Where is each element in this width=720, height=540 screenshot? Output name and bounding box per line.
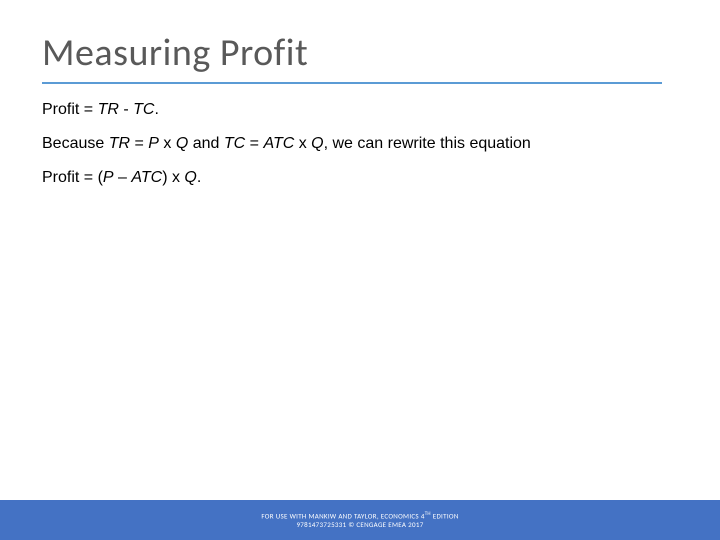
text: Because xyxy=(42,135,109,152)
var-atc: ATC xyxy=(263,135,294,152)
text: , we can rewrite this equation xyxy=(324,135,531,152)
text: Profit = xyxy=(42,101,98,118)
text: x xyxy=(294,135,311,152)
slide-container: Measuring Profit Profit = TR - TC. Becau… xyxy=(0,0,720,540)
var-atc: ATC xyxy=(131,169,162,186)
footer-line-1: FOR USE WITH MANKIW AND TAYLOR, ECONOMIC… xyxy=(261,511,458,520)
text: - xyxy=(119,101,133,118)
text: and xyxy=(188,135,224,152)
slide-title: Measuring Profit xyxy=(42,30,308,76)
text: = xyxy=(245,135,263,152)
text: Profit = ( xyxy=(42,169,103,186)
var-q: Q xyxy=(184,169,196,186)
content-area: Profit = TR - TC. Because TR = P x Q and… xyxy=(42,100,662,202)
var-p: P xyxy=(148,135,159,152)
footer-bar: FOR USE WITH MANKIW AND TAYLOR, ECONOMIC… xyxy=(0,500,720,540)
text: – xyxy=(114,169,132,186)
paragraph-1: Profit = TR - TC. xyxy=(42,100,662,120)
text: . xyxy=(154,101,158,118)
text: = xyxy=(130,135,148,152)
var-tr: TR xyxy=(98,101,119,118)
title-underline xyxy=(42,82,662,84)
var-tr: TR xyxy=(109,135,130,152)
var-tc: TC xyxy=(133,101,154,118)
text: ) x xyxy=(162,169,184,186)
paragraph-2: Because TR = P x Q and TC = ATC x Q, we … xyxy=(42,134,662,154)
var-q: Q xyxy=(176,135,188,152)
footer-text: FOR USE WITH MANKIW AND TAYLOR, ECONOMIC… xyxy=(261,511,424,520)
var-p: P xyxy=(103,169,114,186)
footer-text: EDITION xyxy=(431,511,459,520)
var-tc: TC xyxy=(224,135,245,152)
paragraph-3: Profit = (P – ATC) x Q. xyxy=(42,168,662,188)
var-q: Q xyxy=(311,135,323,152)
text: x xyxy=(159,135,176,152)
footer-line-2: 9781473725331 © CENGAGE EMEA 2017 xyxy=(296,520,423,529)
text: . xyxy=(197,169,201,186)
